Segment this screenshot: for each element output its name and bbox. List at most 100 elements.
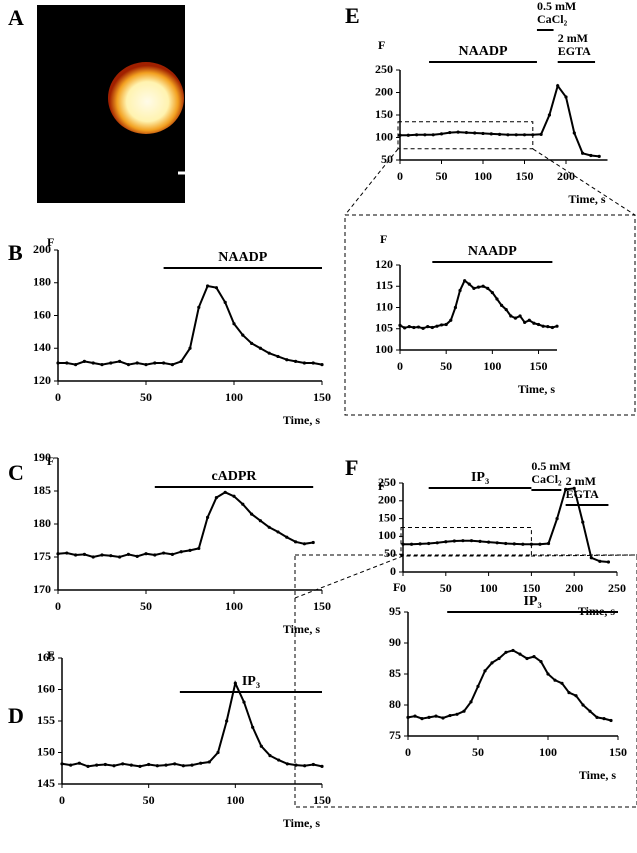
data-point bbox=[553, 678, 557, 682]
zoom-line bbox=[530, 554, 637, 557]
y-axis-label: F bbox=[380, 232, 387, 246]
data-point bbox=[242, 700, 246, 704]
data-point bbox=[581, 520, 585, 524]
data-point bbox=[564, 95, 568, 99]
treatment-label: NAADP bbox=[468, 244, 517, 259]
data-point bbox=[512, 542, 516, 546]
data-point bbox=[144, 552, 148, 556]
data-point bbox=[495, 541, 499, 545]
data-point bbox=[531, 133, 535, 137]
x-tick-label: 250 bbox=[608, 581, 626, 595]
data-point bbox=[449, 318, 453, 322]
x-tick-label: 200 bbox=[565, 581, 583, 595]
y-tick-label: 0 bbox=[390, 564, 396, 578]
x-tick-label: 0 bbox=[59, 793, 65, 807]
data-point bbox=[483, 669, 487, 673]
data-point bbox=[444, 322, 448, 327]
data-point bbox=[170, 552, 174, 556]
treatment-label: 2 mM bbox=[558, 31, 588, 45]
x-axis-label: Time, s bbox=[579, 768, 616, 782]
x-tick-label: 0 bbox=[397, 359, 403, 373]
data-point bbox=[207, 760, 211, 764]
data-point bbox=[206, 515, 210, 520]
x-axis-label: Time, s bbox=[518, 382, 555, 396]
data-point bbox=[276, 354, 280, 359]
data-point bbox=[589, 153, 593, 158]
x-tick-label: 0 bbox=[397, 169, 403, 183]
y-tick-label: 50 bbox=[384, 546, 396, 560]
y-tick-label: 170 bbox=[33, 582, 51, 596]
x-axis-label: Time, s bbox=[568, 192, 605, 206]
data-point bbox=[103, 762, 107, 767]
y-tick-label: 250 bbox=[375, 62, 393, 76]
data-point bbox=[190, 763, 194, 767]
data-point bbox=[444, 540, 448, 544]
data-point bbox=[147, 762, 151, 767]
treatment-label: NAADP bbox=[459, 44, 508, 59]
data-point bbox=[441, 716, 445, 720]
data-point bbox=[588, 709, 592, 713]
data-point bbox=[406, 715, 410, 720]
data-point bbox=[65, 361, 69, 365]
y-tick-label: 165 bbox=[37, 650, 55, 664]
data-point bbox=[294, 763, 298, 767]
data-point bbox=[481, 131, 485, 136]
cell bbox=[108, 62, 184, 134]
y-tick-label: 115 bbox=[376, 278, 393, 292]
data-point bbox=[476, 285, 481, 289]
data-point bbox=[155, 764, 159, 768]
data-point bbox=[521, 542, 525, 546]
data-point bbox=[407, 325, 411, 329]
data-point bbox=[448, 713, 452, 718]
data-point bbox=[572, 486, 576, 490]
data-point bbox=[518, 314, 522, 318]
data-point bbox=[398, 323, 402, 327]
data-point bbox=[65, 551, 69, 555]
y-tick-label: 160 bbox=[33, 307, 51, 321]
data-point bbox=[473, 131, 477, 135]
data-point bbox=[469, 700, 473, 704]
data-point bbox=[513, 316, 518, 320]
data-point bbox=[56, 552, 60, 556]
data-point bbox=[504, 308, 508, 312]
y-tick-label: 200 bbox=[33, 242, 51, 256]
y-axis-label: F bbox=[47, 454, 54, 468]
y-tick-label: 100 bbox=[375, 342, 393, 356]
data-point bbox=[56, 361, 60, 365]
x-tick-label: 100 bbox=[226, 793, 244, 807]
data-point bbox=[547, 113, 552, 117]
data-point bbox=[546, 541, 551, 546]
treatment-label: IP₃ bbox=[471, 470, 489, 485]
data-point bbox=[413, 714, 417, 718]
data-point bbox=[532, 655, 536, 659]
x-tick-label: 100 bbox=[483, 359, 501, 373]
treatment-label: 0.5 mM bbox=[537, 0, 576, 13]
x-tick-label: 100 bbox=[225, 390, 243, 404]
data-point bbox=[589, 556, 593, 560]
data-point bbox=[453, 305, 458, 310]
data-point bbox=[431, 133, 435, 137]
treatment-label: IP₃ bbox=[523, 594, 541, 609]
data-line bbox=[57, 491, 314, 559]
panel-letter: F bbox=[345, 455, 358, 480]
data-point bbox=[69, 763, 73, 767]
scale-label: 4 µm bbox=[192, 179, 218, 193]
data-point bbox=[504, 650, 508, 654]
y-tick-label: 180 bbox=[33, 275, 51, 289]
data-point bbox=[276, 530, 280, 534]
x-tick-label: 150 bbox=[522, 581, 540, 595]
data-point bbox=[609, 718, 613, 723]
data-line bbox=[403, 487, 609, 563]
data-point bbox=[467, 282, 471, 286]
data-point bbox=[556, 84, 560, 88]
data-point bbox=[455, 712, 459, 716]
x-axis-label: Time, s bbox=[578, 604, 615, 618]
y-axis-label: F bbox=[378, 38, 385, 52]
data-point bbox=[572, 131, 576, 135]
x-axis-label: Time, s bbox=[283, 413, 320, 427]
data-point bbox=[426, 325, 430, 329]
y-tick-label: 200 bbox=[375, 84, 393, 98]
data-point bbox=[77, 761, 81, 765]
data-point bbox=[532, 321, 536, 325]
data-point bbox=[412, 325, 416, 330]
